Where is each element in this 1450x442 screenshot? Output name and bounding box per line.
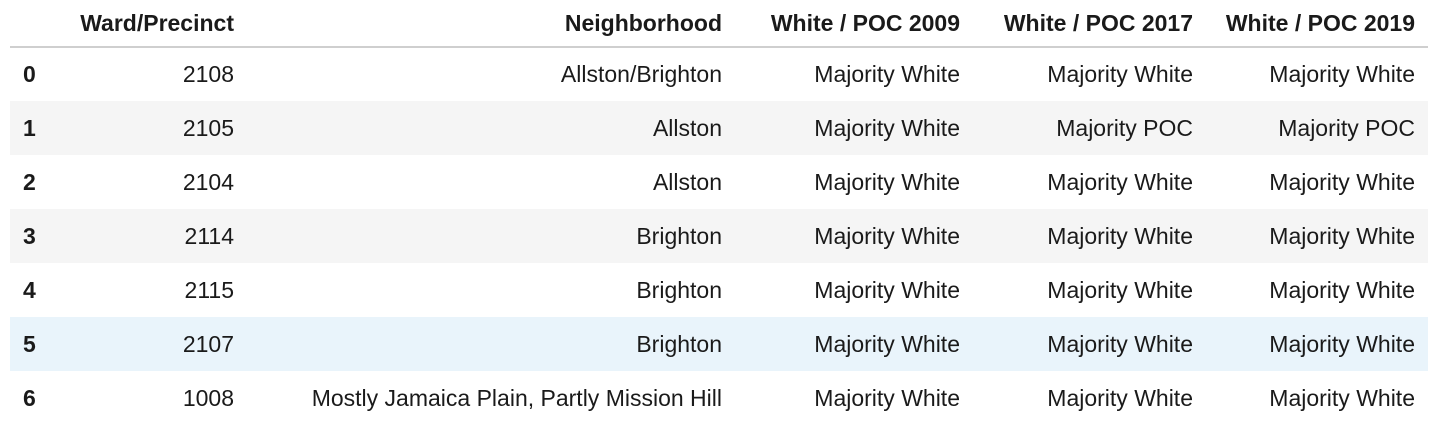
cell-neighborhood: Allston: [652, 168, 722, 195]
row-index: 3: [23, 222, 36, 249]
table-row: 1 2105 Allston Majority White Majority POC Ma…: [10, 101, 1428, 155]
cell-white-poc-2009: Majority White: [814, 222, 960, 249]
cell-white-poc-2019: Majority White: [1269, 168, 1415, 195]
cell-neighborhood: Brighton: [636, 330, 722, 357]
row-index: 1: [23, 114, 36, 141]
cell-white-poc-2017: Majority White: [1047, 168, 1193, 195]
row-index: 0: [23, 61, 36, 87]
cell-white-poc-2019: Majority White: [1269, 330, 1415, 357]
column-header-white-poc-2019: White / POC 2019: [1206, 0, 1428, 48]
cell-ward-precinct: 2108: [182, 61, 234, 87]
cell-white-poc-2017: Majority White: [1047, 222, 1193, 249]
row-index: 6: [23, 384, 36, 411]
row-index: 5: [23, 330, 36, 357]
cell-white-poc-2017: Majority White: [1047, 330, 1193, 357]
column-header-neighborhood: Neighborhood: [247, 0, 735, 48]
row-index: 2: [23, 168, 36, 195]
cell-white-poc-2019: Majority White: [1269, 222, 1415, 249]
cell-white-poc-2009: Majority White: [814, 168, 960, 195]
cell-neighborhood: Allston: [652, 114, 722, 141]
dataframe-table: Ward/Precinct Neighborhood White / POC 2…: [10, 0, 1428, 425]
header-row: Ward/Precinct Neighborhood White / POC 2…: [10, 0, 1428, 48]
cell-white-poc-2009: Majority White: [814, 114, 960, 141]
table-row: 5 2107 Brighton Majority White Majority Whit…: [10, 317, 1428, 371]
row-index: 4: [23, 276, 36, 303]
cell-white-poc-2017: Majority White: [1047, 276, 1193, 303]
cell-white-poc-2019: Majority White: [1269, 384, 1415, 411]
cell-white-poc-2009: Majority White: [814, 61, 960, 87]
cell-neighborhood: Allston/Brighton: [560, 61, 722, 87]
column-header-white-poc-2017: White / POC 2017: [973, 0, 1206, 48]
cell-ward-precinct: 2104: [182, 168, 234, 195]
table-row: 4 2115 Brighton Majority White Majority Whit…: [10, 263, 1428, 317]
cell-white-poc-2009: Majority White: [814, 276, 960, 303]
cell-white-poc-2019: Majority White: [1269, 276, 1415, 303]
table-row: 3 2114 Brighton Majority White Majority Whit…: [10, 209, 1428, 263]
cell-white-poc-2019: Majority POC: [1278, 114, 1415, 141]
cell-neighborhood: Brighton: [636, 222, 722, 249]
cell-ward-precinct: 2115: [184, 276, 234, 303]
table-row: 6 1008 Mostly Jamaica Plain, Partly Missio…: [10, 371, 1428, 425]
table-row: 0 2108 Allston/Brighton Majority White Major…: [10, 47, 1428, 101]
cell-ward-precinct: 2107: [182, 330, 234, 357]
column-header-white-poc-2009: White / POC 2009: [735, 0, 973, 48]
cell-neighborhood: Mostly Jamaica Plain, Partly Mission Hil…: [311, 384, 722, 411]
cell-white-poc-2017: Majority POC: [1056, 114, 1193, 141]
cell-white-poc-2009: Majority White: [814, 384, 960, 411]
cell-ward-precinct: 1008: [182, 384, 234, 411]
cell-ward-precinct: 2114: [184, 222, 234, 249]
column-header-ward-precinct: Ward/Precinct: [58, 0, 247, 48]
cell-white-poc-2009: Majority White: [814, 330, 960, 357]
index-header: [10, 0, 58, 48]
cell-white-poc-2017: Majority White: [1047, 384, 1193, 411]
cell-ward-precinct: 2105: [182, 114, 234, 141]
table-row: 2 2104 Allston Majority White Majority White…: [10, 155, 1428, 209]
cell-white-poc-2019: Majority White: [1269, 61, 1415, 87]
cell-neighborhood: Brighton: [636, 276, 722, 303]
cell-white-poc-2017: Majority White: [1047, 61, 1193, 87]
